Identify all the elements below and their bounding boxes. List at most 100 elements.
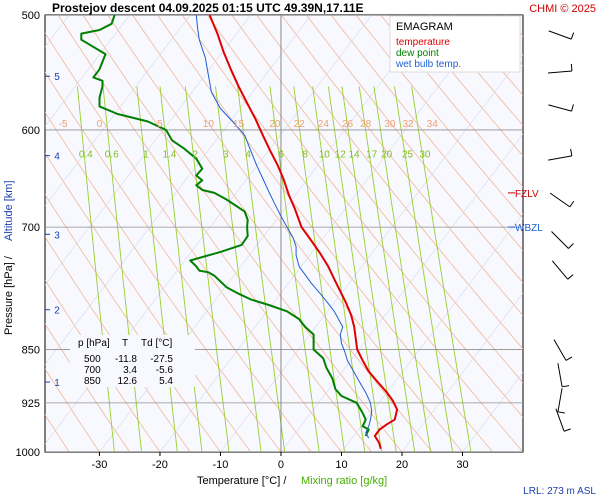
series-temperature-line [208, 15, 399, 450]
table-cell: -5.6 [156, 365, 174, 376]
wind-barb-flag [570, 63, 573, 71]
sounding-table: p [hPa] T Td [°C] 500 -11.8 -27.5 700 3.… [70, 335, 195, 387]
mixing-ratio-line [373, 86, 432, 452]
isotherm-guide-line [45, 15, 191, 207]
wind-barb-flag [571, 104, 574, 112]
mixing-ratio-line [293, 86, 346, 452]
wind-barb-staff [548, 30, 572, 40]
dry-adiabat-line [430, 15, 523, 126]
mixing-ratio-line [358, 86, 416, 452]
mixing-ratio-label: 25 [402, 150, 414, 161]
x-tick-label: 30 [456, 459, 468, 471]
x-tick-label: 0 [278, 459, 284, 471]
chart-credit: CHMI © 2025 [529, 3, 596, 15]
pressure-tick-label: 500 [22, 10, 40, 22]
x-axis-label: Temperature [°C] / [197, 475, 287, 487]
table-cell: 12.6 [118, 376, 138, 387]
wind-barb-flag [568, 243, 574, 249]
wind-barb [548, 148, 573, 161]
mixing-ratio-label: 0.6 [105, 150, 119, 161]
wind-barb-staff [555, 408, 565, 432]
wind-barb-staff [557, 388, 563, 412]
mixing-ratio-line [411, 86, 472, 452]
mixing-ratio-line [184, 86, 230, 452]
fzlv-label: FZLV [515, 189, 539, 200]
table-cell: 700 [84, 365, 101, 376]
mixing-ratio-line [237, 86, 286, 452]
mixing-ratio-label: 12 [335, 150, 347, 161]
mixing-ratio-line [102, 86, 142, 452]
mixing-ratio-label: 3 [223, 150, 229, 161]
wind-barb-staff [548, 155, 572, 161]
mixing-ratio-label: 1 [143, 150, 149, 161]
theta-label: 30 [384, 119, 396, 130]
dry-adiabat-line [45, 193, 221, 452]
mixing-ratio-label: 10 [319, 150, 331, 161]
mixing-ratio-label: 30 [419, 150, 431, 161]
mixing-ratio-line [76, 86, 115, 452]
wind-barb-staff [553, 339, 567, 361]
mixing-ratio-line [269, 86, 320, 452]
table-cell: -27.5 [150, 354, 173, 365]
y-axis-label: Pressure [hPa] / [3, 255, 15, 335]
wind-barb-flag [565, 356, 573, 361]
wind-barb-flag [563, 428, 571, 432]
theta-label: 15 [233, 119, 245, 130]
mixing-ratio-label: 2 [192, 150, 198, 161]
theta-label: 5 [157, 119, 163, 130]
mixing-ratio-label: 0.4 [79, 150, 93, 161]
wind-barb [557, 363, 570, 388]
isotherm-guide-line [280, 133, 523, 452]
wind-barb-staff [557, 363, 563, 387]
wind-barb-flag [567, 274, 574, 280]
series-wet-bulb-temp-line [195, 15, 373, 439]
altitude-tick-label: 2 [54, 306, 60, 317]
isotherm-guide-line [341, 213, 523, 452]
altitude-tick-label: 3 [54, 230, 60, 241]
wind-barb [551, 231, 574, 249]
wind-barb-staff [551, 231, 569, 249]
series-dew-point-line [80, 15, 370, 437]
dry-adiabat-line [45, 323, 130, 452]
wind-barb [548, 63, 573, 74]
wind-barb [555, 408, 571, 432]
theta-label: -5 [59, 119, 68, 130]
x-tick-label: -30 [92, 459, 108, 471]
wind-barb [551, 260, 574, 280]
dry-adiabat-line [405, 15, 523, 157]
dry-adiabat-line [355, 15, 523, 219]
dry-adiabat-line [45, 32, 342, 452]
wind-barb-flag [557, 411, 565, 414]
isotherm-guide-line [159, 15, 493, 452]
dry-adiabat-line [281, 15, 523, 317]
dry-adiabat-line [256, 15, 523, 350]
dry-adiabat-line [380, 15, 523, 188]
wind-barb-flag [561, 385, 570, 388]
wind-barb [548, 104, 574, 112]
dry-adiabat-line [157, 15, 493, 452]
table-cell: 3.4 [123, 365, 137, 376]
theta-label: 0 [97, 119, 103, 130]
x-tick-label: 10 [335, 459, 347, 471]
dry-adiabat-line [231, 15, 523, 384]
altitude-tick-label: 5 [54, 72, 60, 83]
x-tick-label: -10 [213, 459, 229, 471]
pressure-tick-label: 1000 [16, 447, 40, 459]
table-header-t: T [122, 338, 128, 349]
theta-label: 22 [294, 119, 306, 130]
legend-item-temperature: temperature [396, 37, 450, 48]
dry-adiabat-line [45, 111, 282, 452]
legend: EMAGRAM temperature dew point wet bulb t… [389, 15, 521, 73]
dry-adiabat-line [45, 236, 191, 452]
wind-barb-staff [551, 260, 569, 280]
theta-label: 32 [402, 119, 414, 130]
isotherm-guide-line [45, 15, 312, 366]
theta-label: 24 [318, 119, 330, 130]
mixing-ratio-label: 8 [302, 150, 308, 161]
pressure-tick-label: 925 [22, 398, 40, 410]
wind-barb-staff [549, 192, 571, 208]
dry-adiabat-line [45, 368, 100, 452]
pressure-tick-label: 600 [22, 125, 40, 137]
altitude-tick-label: 4 [54, 152, 60, 163]
